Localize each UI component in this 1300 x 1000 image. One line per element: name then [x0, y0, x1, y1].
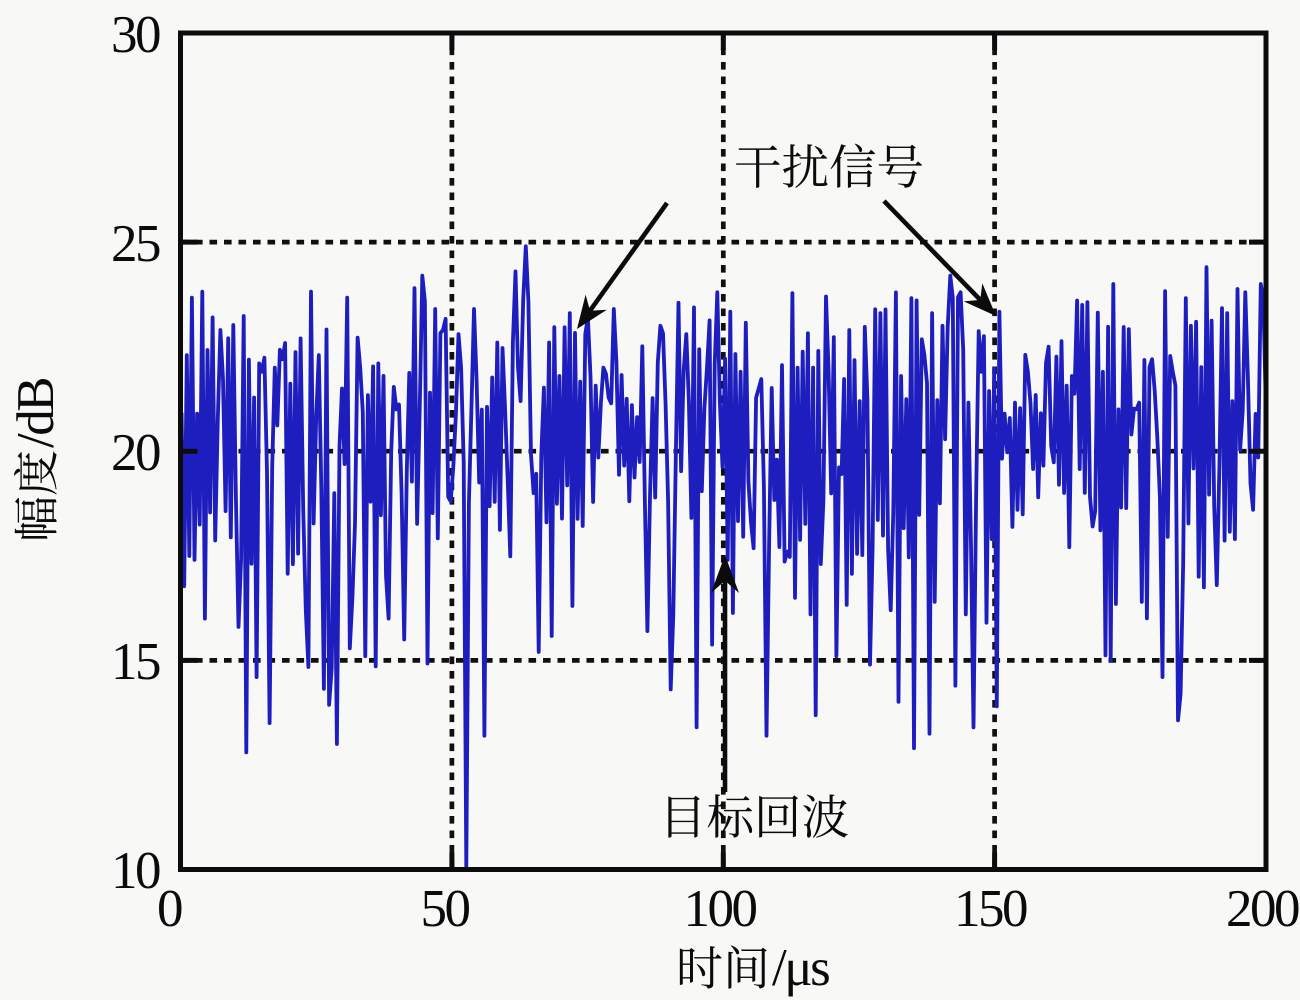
svg-text:50: 50	[421, 880, 470, 938]
svg-text:200: 200	[1226, 880, 1299, 938]
svg-text:0: 0	[157, 880, 182, 938]
svg-text:15: 15	[111, 633, 160, 691]
svg-text:/dB: /dB	[7, 379, 65, 448]
svg-text:100: 100	[684, 880, 757, 938]
svg-text:30: 30	[111, 6, 160, 64]
svg-text:/μs: /μs	[772, 939, 829, 997]
svg-text:150: 150	[954, 880, 1027, 938]
svg-text:25: 25	[111, 215, 160, 273]
svg-text:10: 10	[111, 842, 160, 900]
svg-text:20: 20	[111, 424, 160, 482]
